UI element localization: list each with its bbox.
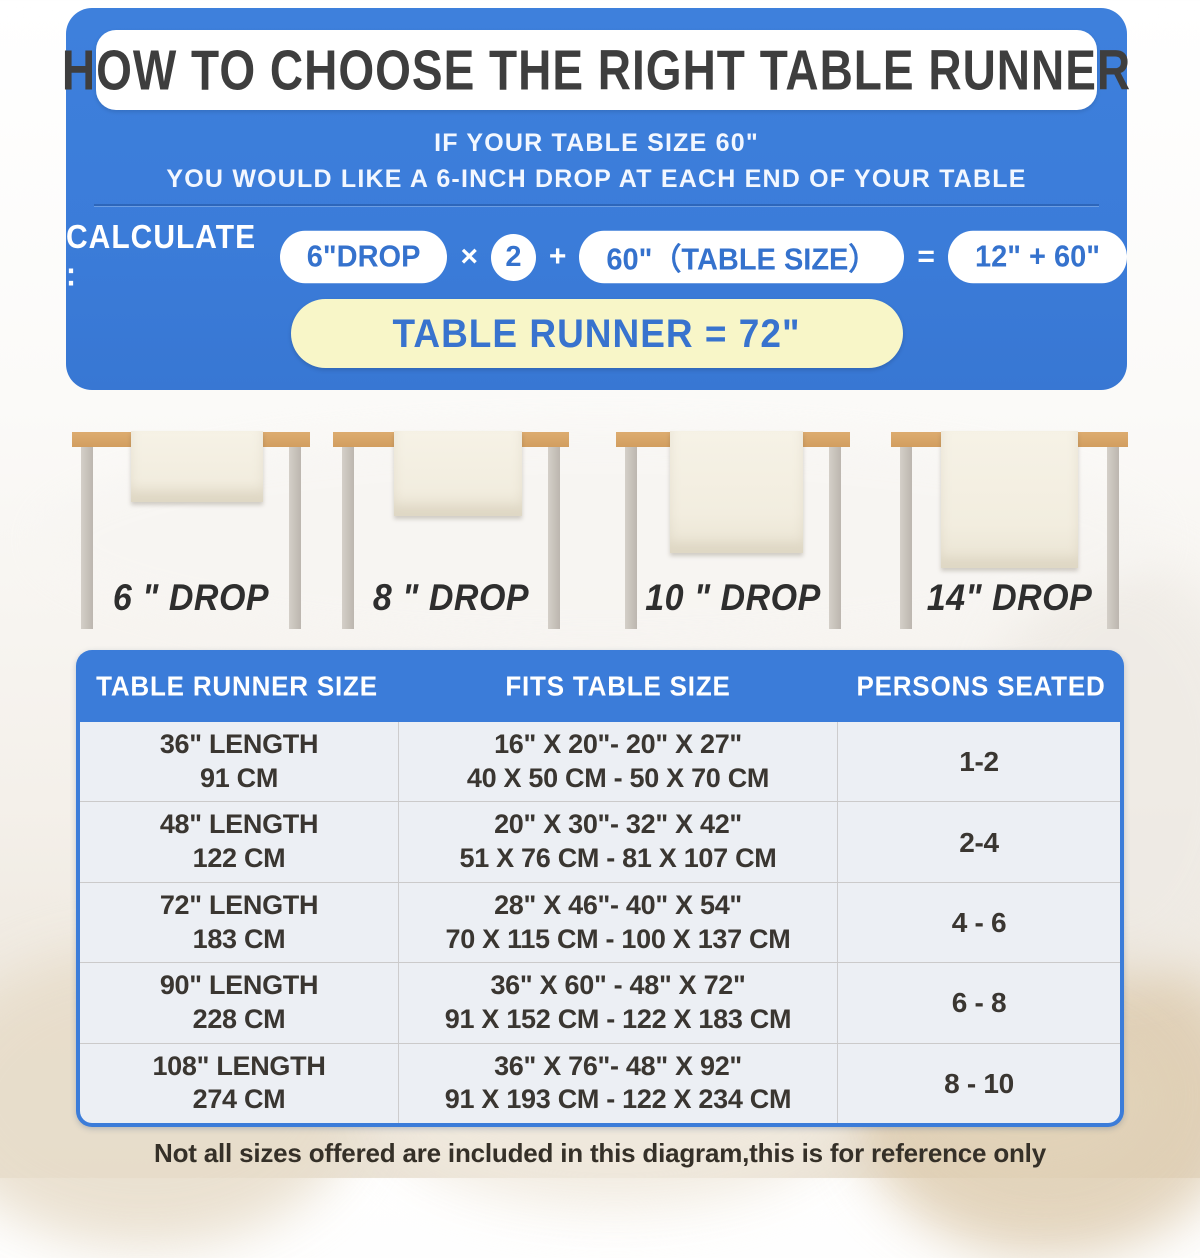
fits-size-cell: 36" X 76"- 48" X 92" 91 X 193 CM - 122 X… — [398, 1043, 838, 1123]
divider — [94, 204, 1099, 207]
size-inches: 90" LENGTH — [159, 970, 319, 1001]
table-leg — [625, 446, 637, 629]
drop-label: 8 " DROP — [372, 577, 530, 619]
runner-size-cell: 36" LENGTH 91 CM — [80, 722, 398, 801]
table-figure-8in-drop: 8 " DROP — [333, 431, 569, 633]
runner-size-cell: 72" LENGTH 183 CM — [80, 883, 398, 962]
table-row: 108" LENGTH 274 CM 36" X 76"- 48" X 92" … — [80, 1042, 1120, 1123]
hero-panel: HOW TO CHOOSE THE RIGHT TABLE RUNNER IF … — [62, 8, 1130, 390]
table-row: 72" LENGTH 183 CM 28" X 46"- 40" X 54" 7… — [80, 881, 1120, 963]
runner-size-cell: 90" LENGTH 228 CM — [80, 963, 398, 1042]
fits-cm: 91 X 152 CM - 122 X 183 CM — [444, 1003, 792, 1034]
multiplier-circle: 2 — [491, 233, 536, 281]
persons-cell: 8 - 10 — [944, 1067, 1014, 1099]
equals-operator: = — [917, 240, 935, 273]
column-header-persons-seated: PERSONS SEATED — [856, 669, 1106, 702]
fits-inches: 36" X 60" - 48" X 72" — [490, 970, 746, 1001]
multiply-operator: × — [460, 240, 478, 273]
fits-inches: 36" X 76"- 48" X 92" — [494, 1050, 742, 1081]
fits-inches: 20" X 30"- 32" X 42" — [494, 809, 742, 840]
subtitle-line-1: IF YOUR TABLE SIZE 60" — [434, 129, 759, 157]
fits-size-cell: 36" X 60" - 48" X 72" 91 X 152 CM - 122 … — [398, 963, 838, 1043]
footer-note: Not all sizes offered are included in th… — [154, 1138, 1046, 1168]
drop-label: 14" DROP — [926, 577, 1093, 619]
drop-label: 10 " DROP — [645, 577, 821, 619]
table-leg — [1107, 446, 1119, 629]
table-size-pill: 60"（TABLE SIZE） — [579, 230, 905, 284]
size-cm: 122 CM — [192, 843, 286, 874]
size-inches: 108" LENGTH — [152, 1050, 326, 1081]
sum-pill: 12" + 60" — [947, 230, 1127, 284]
persons-cell: 1-2 — [959, 746, 999, 778]
size-cm: 183 CM — [192, 923, 286, 954]
table-leg — [342, 446, 354, 629]
fits-inches: 28" X 46"- 40" X 54" — [494, 889, 742, 920]
result-banner: TABLE RUNNER = 72" — [290, 299, 903, 368]
plus-operator: + — [548, 240, 567, 273]
fits-inches: 16" X 20"- 20" X 27" — [494, 728, 742, 759]
column-header-fits-table-size: FITS TABLE SIZE — [505, 669, 731, 702]
fits-cm: 91 X 193 CM - 122 X 234 CM — [444, 1084, 792, 1115]
title-banner: HOW TO CHOOSE THE RIGHT TABLE RUNNER — [62, 30, 1130, 110]
size-inches: 36" LENGTH — [159, 728, 319, 759]
table-figure-14in-drop: 14" DROP — [891, 431, 1128, 633]
drop-illustrations: 6 " DROP 8 " DROP 10 " DROP 14" DROP — [0, 431, 1200, 633]
table-row: 48" LENGTH 122 CM 20" X 30"- 32" X 42" 5… — [80, 801, 1120, 882]
table-runner — [394, 431, 522, 516]
persons-cell: 4 - 6 — [951, 907, 1007, 939]
drop-value-pill: 6"DROP — [279, 230, 448, 284]
fits-size-cell: 16" X 20"- 20" X 27" 40 X 50 CM - 50 X 7… — [398, 722, 838, 802]
table-body: 36" LENGTH 91 CM 16" X 20"- 20" X 27" 40… — [80, 722, 1120, 1123]
table-runner — [670, 431, 803, 553]
subtitle-line-2: YOU WOULD LIKE A 6-INCH DROP AT EACH END… — [166, 165, 1027, 193]
size-cm: 274 CM — [192, 1084, 286, 1115]
fits-cm: 40 X 50 CM - 50 X 70 CM — [466, 762, 770, 793]
size-reference-table: TABLE RUNNER SIZE FITS TABLE SIZE PERSON… — [76, 650, 1124, 1127]
calculation-formula: CALCULATE : 6"DROP × 2 + 60"（TABLE SIZE）… — [66, 220, 1127, 293]
result-banner-text: TABLE RUNNER = 72" — [392, 310, 801, 356]
fits-cm: 70 X 115 CM - 100 X 137 CM — [445, 923, 791, 954]
runner-size-cell: 108" LENGTH 274 CM — [80, 1044, 398, 1123]
drop-label: 6 " DROP — [112, 577, 270, 619]
table-leg — [81, 446, 93, 629]
fits-size-cell: 20" X 30"- 32" X 42" 51 X 76 CM - 81 X 1… — [398, 802, 838, 882]
persons-cell: 6 - 8 — [951, 987, 1007, 1019]
column-header-runner-size: TABLE RUNNER SIZE — [96, 669, 378, 702]
table-figure-10in-drop: 10 " DROP — [616, 431, 850, 633]
table-figure-6in-drop: 6 " DROP — [72, 431, 310, 633]
runner-size-cell: 48" LENGTH 122 CM — [80, 802, 398, 881]
table-runner — [131, 431, 263, 502]
calculate-label: CALCULATE : — [66, 219, 257, 294]
size-inches: 72" LENGTH — [159, 889, 319, 920]
table-leg — [548, 446, 560, 629]
fits-cm: 51 X 76 CM - 81 X 107 CM — [459, 843, 777, 874]
table-row: 90" LENGTH 228 CM 36" X 60" - 48" X 72" … — [80, 962, 1120, 1043]
table-row: 36" LENGTH 91 CM 16" X 20"- 20" X 27" 40… — [80, 722, 1120, 802]
size-cm: 228 CM — [192, 1003, 286, 1034]
table-runner — [941, 431, 1078, 568]
size-cm: 91 CM — [199, 762, 279, 793]
table-leg — [829, 446, 841, 629]
table-leg — [289, 446, 301, 629]
page-title: HOW TO CHOOSE THE RIGHT TABLE RUNNER — [61, 38, 1132, 102]
fits-size-cell: 28" X 46"- 40" X 54" 70 X 115 CM - 100 X… — [398, 882, 838, 963]
persons-cell: 2-4 — [959, 826, 999, 858]
table-leg — [900, 446, 912, 629]
table-header-row: TABLE RUNNER SIZE FITS TABLE SIZE PERSON… — [76, 650, 1124, 722]
size-inches: 48" LENGTH — [159, 809, 319, 840]
